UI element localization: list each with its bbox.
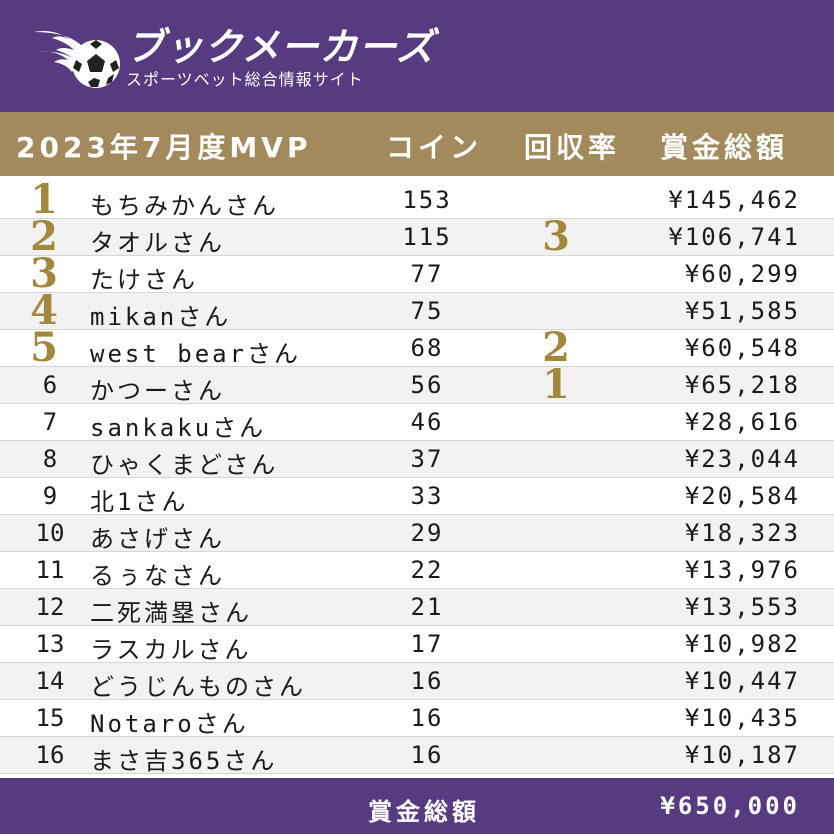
player-name: sankakuさん xyxy=(90,414,267,442)
prize-amount: ¥13,976 xyxy=(684,556,800,584)
player-name: まさ吉365さん xyxy=(90,747,278,775)
table-row: 2 タオルさん 115 3 ¥106,741 xyxy=(0,213,834,260)
flaming-soccer-ball-icon xyxy=(34,31,120,88)
total-footer: 賞金総額 ¥650,000 xyxy=(0,778,834,834)
coin-count: 22 xyxy=(410,556,444,584)
player-name: mikanさん xyxy=(90,303,232,331)
prize-amount: ¥145,462 xyxy=(668,186,800,214)
rank-number: 13 xyxy=(35,630,65,658)
recovery-rate-rank: 3 xyxy=(542,213,570,260)
player-name: Notaroさん xyxy=(90,710,249,738)
coin-count: 37 xyxy=(410,445,444,473)
coin-count: 75 xyxy=(410,297,444,325)
table-row: 4 mikanさん 75 ¥51,585 xyxy=(0,287,834,334)
prize-amount: ¥20,584 xyxy=(684,482,800,510)
prize-amount: ¥10,187 xyxy=(684,741,800,769)
prize-amount: ¥18,323 xyxy=(684,519,800,547)
ranking-table: 1 もちみかんさん 153 ¥145,462 2 タオルさん 115 3 ¥10… xyxy=(0,176,834,775)
prize-amount: ¥51,585 xyxy=(684,297,800,325)
table-row: 8 ひゃくまどさん 37 ¥23,044 xyxy=(0,441,834,479)
table-row: 1 もちみかんさん 153 ¥145,462 xyxy=(0,176,834,223)
table-row: 7 sankakuさん 46 ¥28,616 xyxy=(0,404,834,442)
coin-count: 17 xyxy=(410,630,444,658)
player-name: あさげさん xyxy=(90,525,225,553)
coin-count: 16 xyxy=(410,741,444,769)
rank-number: 10 xyxy=(35,519,65,547)
prize-amount: ¥10,447 xyxy=(684,667,800,695)
player-name: ラスカルさん xyxy=(90,636,252,664)
column-header: 2023年7月度MVP コイン 回収率 賞金総額 xyxy=(0,112,834,176)
rank-number: 2 xyxy=(30,213,58,260)
prize-amount: ¥13,553 xyxy=(684,593,800,621)
player-name: たけさん xyxy=(90,266,198,294)
coin-count: 16 xyxy=(410,667,444,695)
rank-number: 14 xyxy=(35,667,65,695)
table-row: 14 どうじんものさん 16 ¥10,447 xyxy=(0,663,834,701)
rank-number: 4 xyxy=(30,287,58,334)
rank-number: 6 xyxy=(42,371,58,399)
table-row: 12 二死満塁さん 21 ¥13,553 xyxy=(0,589,834,627)
table-row: 6 かつーさん 56 1 ¥65,218 xyxy=(0,361,834,408)
rank-number: 9 xyxy=(42,482,58,510)
coin-count: 33 xyxy=(410,482,444,510)
table-row: 11 るぅなさん 22 ¥13,976 xyxy=(0,552,834,590)
rank-number: 1 xyxy=(30,176,58,223)
prize-amount: ¥10,435 xyxy=(684,704,800,732)
table-row: 5 west bearさん 68 2 ¥60,548 xyxy=(0,324,834,371)
prize-amount: ¥23,044 xyxy=(684,445,800,473)
prize-amount: ¥60,299 xyxy=(684,260,800,288)
rank-number: 12 xyxy=(35,593,65,621)
prize-amount: ¥106,741 xyxy=(668,223,800,251)
coin-count: 21 xyxy=(410,593,444,621)
rate-column-header: 回収率 xyxy=(524,131,621,164)
table-row: 15 Notaroさん 16 ¥10,435 xyxy=(0,700,834,738)
table-row: 3 たけさん 77 ¥60,299 xyxy=(0,250,834,297)
coin-count: 115 xyxy=(402,223,452,251)
recovery-rate-rank: 2 xyxy=(542,324,570,371)
total-label: 賞金総額 xyxy=(368,798,480,826)
rank-number: 15 xyxy=(35,704,65,732)
player-name: 二死満塁さん xyxy=(90,599,252,627)
player-name: west bearさん xyxy=(90,340,302,368)
rank-number: 7 xyxy=(42,408,58,436)
rank-number: 11 xyxy=(35,556,65,584)
table-row: 9 北1さん 33 ¥20,584 xyxy=(0,478,834,516)
player-name: 北1さん xyxy=(90,488,189,516)
brand-tagline: スポーツベット総合情報サイト xyxy=(126,70,364,89)
coin-count: 153 xyxy=(402,186,452,214)
prize-amount: ¥28,616 xyxy=(684,408,800,436)
brand-name: ブックメーカーズ xyxy=(126,25,435,69)
rank-number: 5 xyxy=(30,324,58,371)
table-row: 16 まさ吉365さん 16 ¥10,187 xyxy=(0,737,834,775)
coin-count: 46 xyxy=(410,408,444,436)
prize-amount: ¥65,218 xyxy=(684,371,800,399)
brand-header: ブックメーカーズ スポーツベット総合情報サイト xyxy=(0,0,834,112)
player-name: タオルさん xyxy=(90,229,225,257)
player-name: もちみかんさん xyxy=(90,192,279,220)
table-row: 10 あさげさん 29 ¥18,323 xyxy=(0,515,834,553)
player-name: かつーさん xyxy=(90,377,225,405)
player-name: ひゃくまどさん xyxy=(90,451,279,479)
prize-amount: ¥10,982 xyxy=(684,630,800,658)
player-name: るぅなさん xyxy=(90,562,225,590)
total-prize-value: ¥650,000 xyxy=(660,792,800,820)
coin-count: 29 xyxy=(410,519,444,547)
recovery-rate-rank: 1 xyxy=(542,361,570,408)
table-row: 13 ラスカルさん 17 ¥10,982 xyxy=(0,626,834,664)
coin-count: 68 xyxy=(410,334,444,362)
coin-count: 77 xyxy=(410,260,444,288)
coin-count: 16 xyxy=(410,704,444,732)
rank-number: 3 xyxy=(30,250,58,297)
coin-column-header: コイン xyxy=(386,131,483,164)
rank-number: 16 xyxy=(35,741,65,769)
coin-count: 56 xyxy=(410,371,444,399)
player-name: どうじんものさん xyxy=(90,673,306,701)
prize-amount: ¥60,548 xyxy=(684,334,800,362)
ranking-title: 2023年7月度MVP xyxy=(16,131,312,164)
rank-number: 8 xyxy=(42,445,58,473)
prize-column-header: 賞金総額 xyxy=(660,131,789,164)
